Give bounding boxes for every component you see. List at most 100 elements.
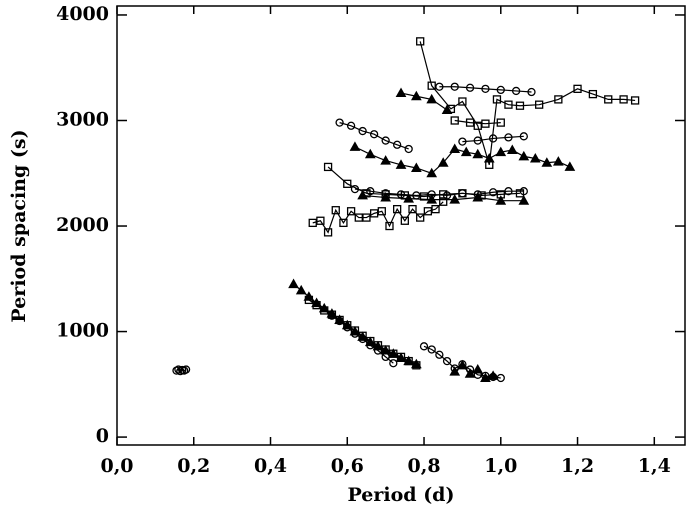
point bbox=[442, 191, 452, 200]
point bbox=[395, 159, 407, 169]
point bbox=[349, 141, 361, 151]
point bbox=[449, 143, 461, 153]
point bbox=[358, 126, 367, 136]
point bbox=[335, 118, 344, 127]
point bbox=[519, 187, 528, 196]
x-tick-label: 1,0 bbox=[484, 455, 517, 477]
y-tick-label: 1000 bbox=[56, 320, 109, 342]
point bbox=[449, 366, 461, 376]
point bbox=[323, 162, 333, 172]
point bbox=[460, 146, 472, 157]
point bbox=[495, 195, 507, 205]
x-axis-label: Period (d) bbox=[348, 484, 455, 506]
point bbox=[480, 372, 491, 382]
plot-frame bbox=[116, 5, 686, 446]
point bbox=[396, 352, 406, 362]
point bbox=[416, 37, 425, 46]
point bbox=[357, 189, 368, 200]
point bbox=[410, 162, 422, 172]
series-line bbox=[339, 122, 409, 150]
point bbox=[518, 150, 530, 161]
series-line bbox=[354, 188, 524, 197]
point bbox=[389, 359, 398, 368]
point bbox=[519, 132, 528, 141]
point bbox=[441, 104, 453, 114]
point bbox=[435, 350, 444, 359]
point bbox=[331, 206, 340, 215]
point bbox=[350, 329, 360, 338]
point bbox=[288, 278, 299, 289]
point bbox=[496, 85, 505, 95]
point bbox=[457, 359, 468, 370]
series-line bbox=[439, 86, 532, 93]
point bbox=[380, 155, 392, 165]
point bbox=[472, 148, 484, 159]
point bbox=[465, 118, 475, 127]
point bbox=[393, 140, 402, 149]
point bbox=[449, 194, 461, 204]
point bbox=[481, 119, 490, 128]
point bbox=[450, 82, 459, 91]
point bbox=[426, 194, 438, 204]
point bbox=[485, 160, 494, 169]
point bbox=[381, 136, 390, 145]
point bbox=[481, 84, 490, 93]
point bbox=[339, 218, 348, 228]
point bbox=[529, 152, 541, 163]
point bbox=[518, 195, 530, 205]
point bbox=[504, 187, 513, 196]
point bbox=[506, 144, 518, 155]
point bbox=[435, 82, 444, 91]
point bbox=[316, 216, 325, 225]
point bbox=[400, 216, 409, 225]
point bbox=[488, 188, 498, 197]
point bbox=[346, 207, 356, 216]
point bbox=[423, 207, 433, 216]
point bbox=[343, 179, 352, 188]
point bbox=[408, 204, 417, 214]
point bbox=[431, 204, 440, 214]
point bbox=[395, 87, 407, 98]
point bbox=[504, 100, 513, 109]
point bbox=[472, 364, 484, 374]
point bbox=[389, 349, 398, 358]
y-tick-label: 4000 bbox=[56, 3, 109, 25]
series-line bbox=[462, 135, 524, 143]
point bbox=[630, 96, 640, 105]
point bbox=[450, 116, 459, 125]
point bbox=[358, 334, 367, 344]
point bbox=[504, 133, 513, 142]
point bbox=[369, 209, 379, 218]
point bbox=[380, 192, 392, 202]
point bbox=[465, 83, 475, 92]
point bbox=[604, 95, 613, 104]
point bbox=[619, 95, 628, 104]
point bbox=[410, 90, 422, 101]
point bbox=[458, 189, 467, 198]
x-tick-label: 0,2 bbox=[177, 455, 210, 477]
point bbox=[308, 218, 317, 228]
point bbox=[487, 370, 499, 380]
point bbox=[320, 306, 329, 315]
point bbox=[311, 297, 322, 308]
series-line bbox=[454, 119, 501, 125]
point bbox=[552, 156, 564, 166]
point bbox=[588, 89, 598, 99]
point bbox=[366, 341, 375, 350]
point bbox=[426, 167, 438, 178]
x-tick-label: 0,6 bbox=[331, 455, 364, 477]
point bbox=[554, 95, 563, 104]
point bbox=[496, 118, 505, 127]
point bbox=[458, 97, 467, 106]
x-tick-label: 0,8 bbox=[407, 455, 440, 477]
point bbox=[318, 302, 330, 313]
point bbox=[419, 192, 429, 201]
point bbox=[535, 100, 544, 109]
point bbox=[416, 213, 425, 222]
series-line bbox=[400, 92, 448, 111]
point bbox=[373, 341, 383, 350]
series-line bbox=[419, 41, 636, 165]
point bbox=[515, 101, 525, 110]
point bbox=[381, 352, 390, 362]
